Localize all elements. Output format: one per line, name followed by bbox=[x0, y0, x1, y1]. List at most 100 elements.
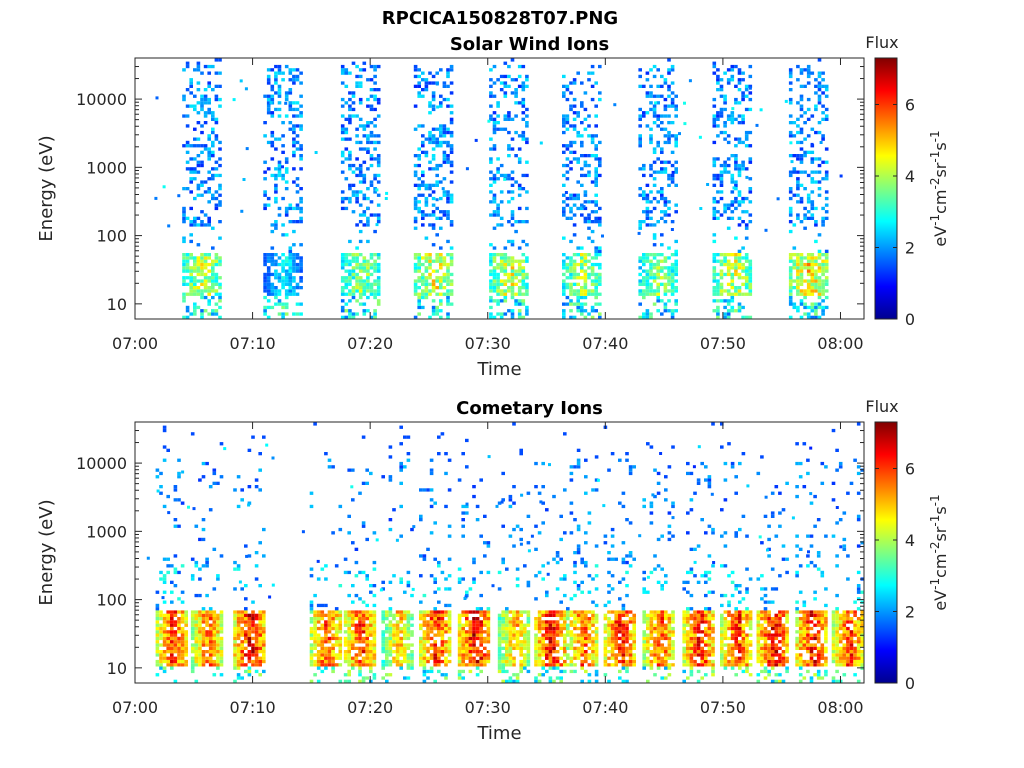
flux-cell bbox=[580, 183, 584, 187]
flux-cell bbox=[594, 170, 598, 174]
flux-cell bbox=[573, 564, 577, 568]
flux-cell bbox=[247, 613, 252, 617]
flux-cell bbox=[507, 286, 511, 290]
flux-cell bbox=[177, 663, 181, 667]
flux-cell bbox=[449, 246, 454, 250]
flux-cell bbox=[580, 305, 584, 310]
flux-cell bbox=[472, 659, 476, 664]
flux-cell bbox=[439, 163, 443, 168]
flux-cell bbox=[483, 541, 487, 545]
flux-cell bbox=[351, 269, 356, 273]
flux-cell bbox=[388, 445, 393, 449]
flux-cell bbox=[196, 259, 201, 263]
flux-cell bbox=[166, 564, 170, 568]
flux-cell bbox=[348, 150, 352, 154]
flux-cell bbox=[449, 91, 454, 95]
flux-cell bbox=[351, 289, 356, 293]
flux-cell bbox=[263, 160, 267, 164]
flux-cell bbox=[189, 206, 193, 211]
flux-cell bbox=[299, 81, 303, 85]
flux-cell bbox=[645, 200, 650, 204]
flux-cell bbox=[194, 620, 199, 624]
flux-cell bbox=[594, 144, 598, 148]
flux-cell bbox=[327, 653, 332, 657]
flux-cell bbox=[569, 478, 574, 482]
flux-cell bbox=[277, 272, 282, 277]
flux-cell bbox=[583, 259, 588, 263]
flux-cell bbox=[196, 216, 201, 220]
flux-cell bbox=[499, 173, 504, 178]
flux-cell bbox=[817, 256, 822, 260]
flux-cell bbox=[537, 656, 542, 660]
flux-cell bbox=[205, 659, 209, 664]
colorbar-tick-label: 0 bbox=[905, 310, 915, 329]
flux-cell bbox=[185, 309, 190, 313]
flux-cell bbox=[730, 292, 735, 296]
flux-cell bbox=[748, 64, 753, 69]
flux-cell bbox=[190, 659, 195, 664]
flux-cell bbox=[433, 633, 437, 637]
flux-cell bbox=[580, 134, 584, 138]
flux-cell bbox=[821, 266, 825, 270]
flux-cell bbox=[358, 190, 363, 194]
flux-cell bbox=[552, 623, 556, 627]
flux-cell bbox=[503, 292, 508, 296]
flux-cell bbox=[284, 302, 289, 306]
flux-cell bbox=[324, 623, 328, 627]
flux-cell bbox=[369, 590, 373, 594]
flux-cell bbox=[537, 617, 542, 621]
flux-cell bbox=[233, 643, 237, 647]
flux-cell bbox=[190, 613, 195, 617]
flux-cell bbox=[734, 117, 738, 121]
flux-cell bbox=[512, 630, 516, 634]
flux-cell bbox=[185, 315, 190, 319]
flux-cell bbox=[645, 206, 650, 211]
flux-cell bbox=[501, 620, 505, 624]
flux-cell bbox=[788, 210, 793, 214]
flux-cell bbox=[348, 183, 352, 187]
flux-cell bbox=[525, 289, 529, 293]
flux-cell bbox=[421, 292, 425, 296]
flux-cell bbox=[734, 64, 738, 69]
flux-cell bbox=[419, 656, 423, 660]
flux-cell bbox=[203, 213, 208, 217]
flux-cell bbox=[590, 282, 595, 286]
flux-cell bbox=[649, 292, 653, 296]
flux-cell bbox=[200, 124, 204, 128]
flux-cell bbox=[439, 246, 443, 250]
flux-cell bbox=[788, 299, 793, 303]
flux-cell bbox=[376, 203, 381, 207]
flux-cell bbox=[503, 272, 508, 277]
flux-cell bbox=[674, 262, 678, 267]
flux-cell bbox=[373, 282, 377, 286]
flux-cell bbox=[512, 636, 516, 641]
flux-cell bbox=[369, 121, 374, 125]
flux-cell bbox=[814, 220, 818, 224]
flux-cell bbox=[446, 74, 450, 79]
flux-cell bbox=[824, 107, 829, 112]
flux-cell bbox=[799, 262, 804, 267]
flux-cell bbox=[526, 620, 531, 624]
flux-cell bbox=[799, 170, 804, 174]
flux-cell bbox=[576, 262, 580, 267]
flux-cell bbox=[565, 144, 570, 148]
flux-cell bbox=[598, 292, 602, 296]
flux-cell bbox=[663, 266, 668, 270]
flux-cell bbox=[358, 220, 363, 224]
flux-cell bbox=[744, 269, 749, 273]
flux-cell bbox=[510, 213, 515, 217]
flux-cell bbox=[421, 173, 425, 178]
flux-cell bbox=[507, 173, 511, 178]
flux-cell bbox=[403, 676, 407, 680]
flux-cell bbox=[517, 206, 522, 211]
flux-cell bbox=[638, 266, 642, 270]
flux-cell bbox=[566, 653, 570, 657]
flux-cell bbox=[515, 610, 520, 614]
flux-cell bbox=[505, 656, 509, 660]
flux-cell bbox=[309, 633, 314, 637]
flux-cell bbox=[594, 177, 598, 181]
flux-cell bbox=[515, 676, 520, 680]
flux-cell bbox=[447, 534, 452, 538]
flux-cell bbox=[258, 650, 262, 654]
flux-cell bbox=[284, 210, 289, 214]
